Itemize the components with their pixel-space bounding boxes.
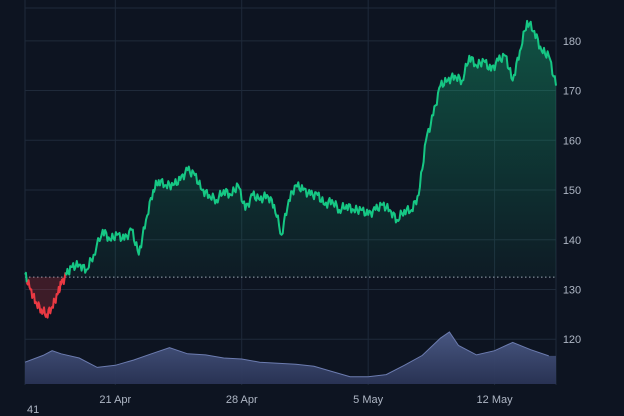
- y-tick-label: 160: [563, 135, 581, 147]
- y-axis: 120 130 140 150 160 170 180: [563, 36, 581, 346]
- x-tick-label: 28 Apr: [226, 394, 258, 406]
- price-fill-down: [25, 277, 556, 318]
- x-tick-label: 5 May: [353, 394, 383, 406]
- y-tick-label: 130: [563, 285, 581, 297]
- y-tick-label: 150: [563, 185, 581, 197]
- corner-label: 41: [27, 404, 40, 416]
- x-tick-label: 21 Apr: [99, 394, 131, 406]
- price-line-down: [25, 272, 67, 319]
- volume-line: [24, 331, 549, 378]
- volume-series: [24, 331, 556, 384]
- y-tick-label: 120: [563, 334, 581, 346]
- volume-area: [25, 332, 556, 384]
- price-area: [24, 19, 557, 319]
- price-line-up: [64, 19, 557, 276]
- price-line-up: [24, 271, 28, 283]
- x-tick-label: 12 May: [477, 394, 514, 406]
- y-tick-label: 180: [563, 36, 581, 48]
- price-fill-up: [25, 20, 556, 278]
- y-tick-label: 140: [563, 235, 581, 247]
- x-axis: 21 Apr 28 Apr 5 May 12 May: [99, 394, 513, 406]
- y-tick-label: 170: [563, 86, 581, 98]
